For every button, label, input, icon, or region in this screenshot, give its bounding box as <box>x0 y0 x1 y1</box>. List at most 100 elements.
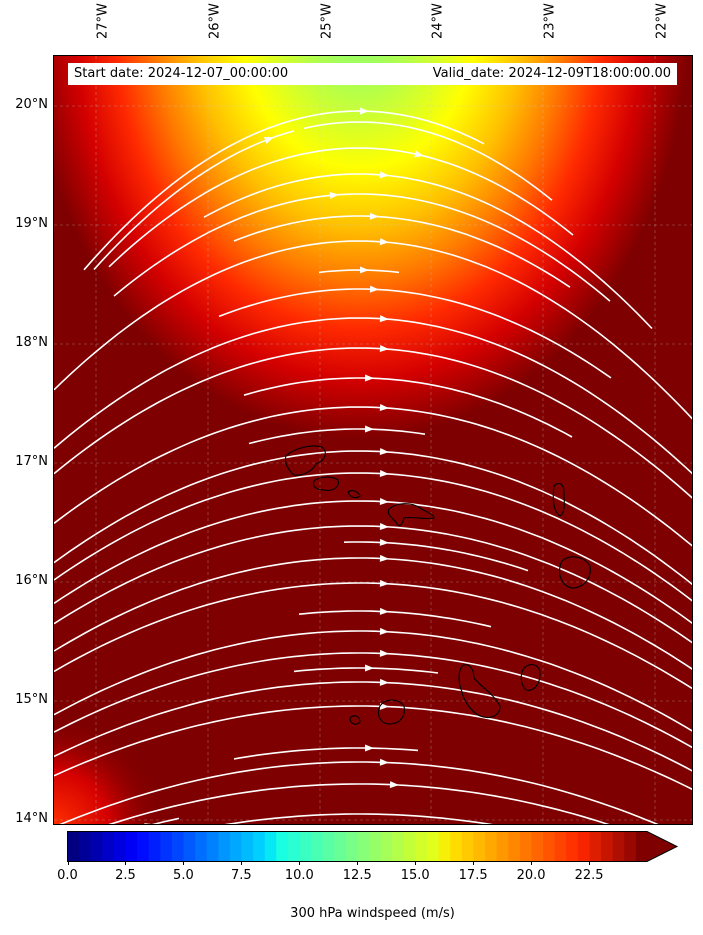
colorbar-tick-mark <box>67 861 69 865</box>
colorbar-tick-mark <box>241 861 243 865</box>
colorbar-cell <box>357 831 370 862</box>
colorbar-cell <box>253 831 266 862</box>
colorbar-cell <box>531 831 544 862</box>
colorbar-cell <box>554 831 567 862</box>
streamline-arrow <box>379 448 389 456</box>
colorbar-cell <box>635 831 648 862</box>
date-info-box: Start date: 2024-12-07_00:00:00 Valid_da… <box>68 63 677 85</box>
streamline <box>54 317 692 475</box>
colorbar-cell <box>322 831 335 862</box>
colorbar-tick-mark <box>299 861 301 865</box>
colorbar-cell <box>148 831 161 862</box>
colorbar-cell <box>195 831 208 862</box>
streamline <box>54 347 692 499</box>
streamline-arrow <box>364 425 374 433</box>
colorbar-cell <box>601 831 614 862</box>
colorbar-cell <box>125 831 138 862</box>
colorbar-cell <box>90 831 103 862</box>
colorbar-cell <box>137 831 150 862</box>
streamline-arrow <box>369 212 379 220</box>
colorbar-tick-mark <box>125 861 127 865</box>
streamline <box>113 193 611 302</box>
lat-label-16n: 16°N <box>15 573 48 588</box>
colorbar-cell <box>160 831 173 862</box>
streamline-arrow <box>379 238 389 246</box>
island-sao-vicente <box>312 476 339 491</box>
streamline-arrow <box>379 607 389 615</box>
streamline <box>54 406 692 547</box>
streamline <box>54 472 692 602</box>
streamline <box>54 500 692 624</box>
lat-label-17n: 17°N <box>15 454 48 469</box>
colorbar-cell <box>566 831 579 862</box>
streamline-arrow <box>329 191 339 199</box>
island-fogo <box>377 699 405 725</box>
colorbar-cell <box>519 831 532 862</box>
colorbar-cell <box>113 831 126 862</box>
lon-label-23w: 23°W <box>542 3 558 39</box>
corner-shading <box>54 56 692 824</box>
colorbar-tick-mark <box>357 861 359 865</box>
colorbar-tick-label: 7.5 <box>231 868 252 883</box>
streamline <box>83 110 485 271</box>
colorbar-label: 300 hPa windspeed (m/s) <box>290 906 455 921</box>
colorbar <box>67 831 679 862</box>
streamline-arrow <box>364 374 374 382</box>
streamline <box>108 783 610 824</box>
streamline-arrow <box>379 758 389 766</box>
colorbar-cell <box>380 831 393 862</box>
streamline-arrow <box>369 285 379 293</box>
colorbar-tick-label: 22.5 <box>574 868 604 883</box>
colorbar-tick-label: 15.0 <box>400 868 430 883</box>
colorbar-cell <box>102 831 115 862</box>
streamline <box>54 450 692 586</box>
lat-label-20n: 20°N <box>15 97 48 112</box>
streamline <box>59 761 659 824</box>
colorbar-tick-mark <box>415 861 417 865</box>
streamline <box>93 130 295 271</box>
streamline-arrow <box>379 554 389 562</box>
streamline-arrow <box>379 702 389 710</box>
streamline <box>54 582 692 690</box>
colorbar-cell <box>461 831 474 862</box>
colorbar-cell <box>299 831 312 862</box>
colorbar-tick-mark <box>531 861 533 865</box>
colorbar-cell <box>229 831 242 862</box>
colorbar-tick-mark <box>589 861 591 865</box>
colorbar-cell <box>624 831 637 862</box>
streamline-arrow <box>379 171 389 179</box>
lat-label-15n: 15°N <box>15 692 48 707</box>
colorbar-tick-label: 5.0 <box>173 868 194 883</box>
lon-label-25w: 25°W <box>319 3 335 39</box>
streamline-arrow <box>379 315 389 323</box>
island-maio <box>520 664 541 691</box>
colorbar-cell <box>369 831 382 862</box>
lat-label-18n: 18°N <box>15 335 48 350</box>
colorbar-tick-mark <box>473 861 475 865</box>
streamline <box>233 215 571 288</box>
island-sal <box>552 483 565 517</box>
streamline-arrow <box>379 627 389 635</box>
colorbar-cell <box>508 831 521 862</box>
colorbar-cell <box>67 831 80 862</box>
start-date-text: Start date: 2024-12-07_00:00:00 <box>74 66 289 81</box>
colorbar-tick-label: 17.5 <box>458 868 488 883</box>
colorbar-cell <box>276 831 289 862</box>
streamline <box>54 240 692 420</box>
map-panel <box>53 55 693 825</box>
streamline-arrow <box>379 345 389 353</box>
colorbar-outline <box>67 831 679 862</box>
colorbar-cell <box>206 831 219 862</box>
streamline-arrow <box>414 150 424 158</box>
colorbar-cell <box>334 831 347 862</box>
island-santa-luzia <box>347 490 361 499</box>
colorbar-cells <box>67 831 677 862</box>
island-sao-nicolau <box>387 503 435 527</box>
streamline-arrow <box>379 538 389 546</box>
streamline <box>224 813 494 824</box>
colorbar-tick-label: 20.0 <box>516 868 546 883</box>
streamline <box>151 817 180 824</box>
streamline-arrow <box>379 678 389 686</box>
colorbar-cell <box>345 831 358 862</box>
lon-label-24w: 24°W <box>430 3 446 39</box>
